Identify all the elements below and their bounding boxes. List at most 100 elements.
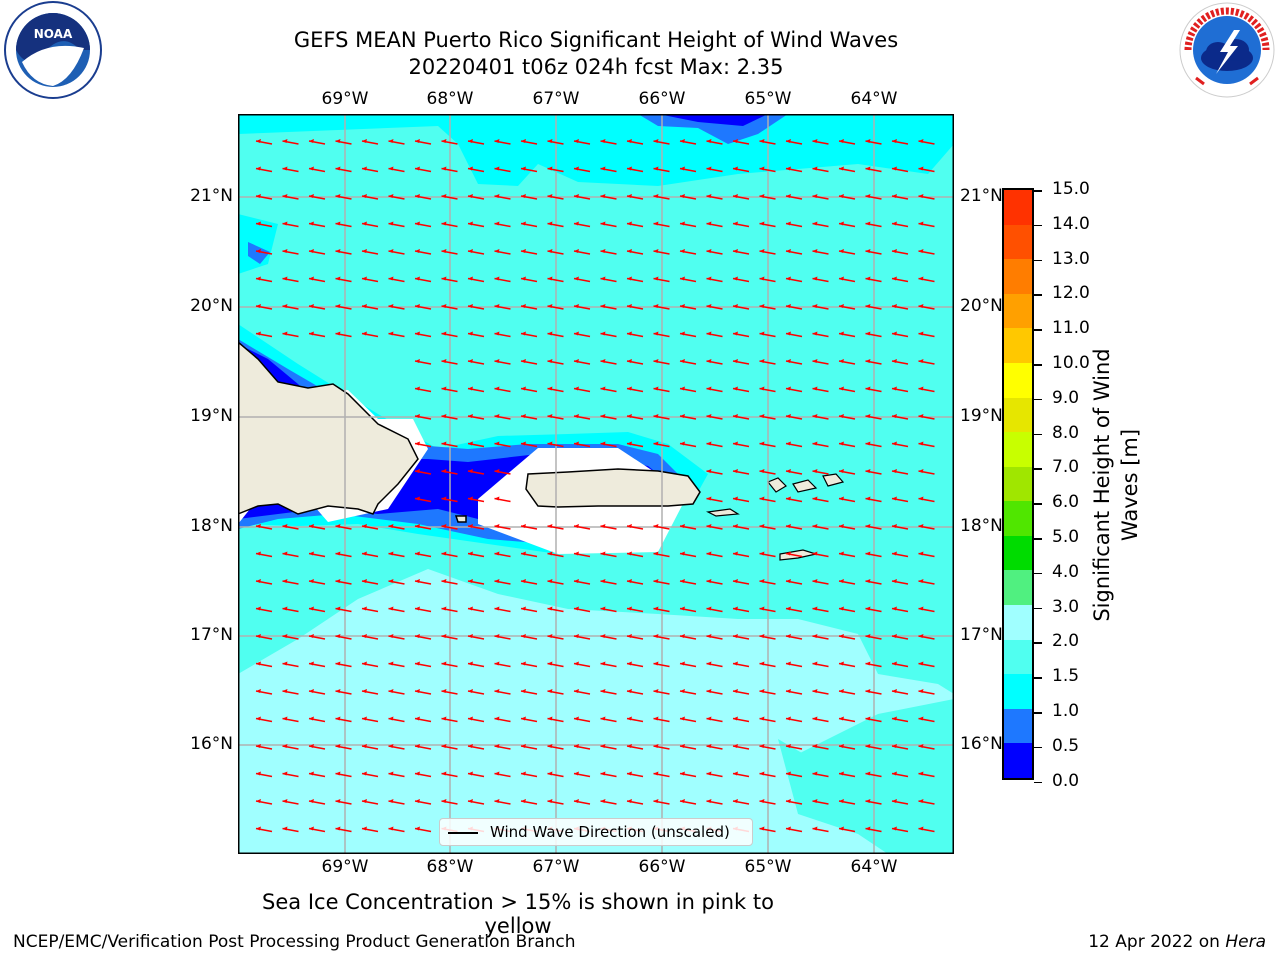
wind-arrow-head xyxy=(388,551,394,556)
wind-arrow-head xyxy=(892,469,897,473)
wind-arrow-head xyxy=(521,524,526,528)
wind-arrow-head xyxy=(256,249,261,253)
wind-arrow-head xyxy=(839,386,844,391)
wind-arrow-head xyxy=(600,524,606,528)
wind-arrow-head xyxy=(574,194,579,198)
lat-label-right-16n: 16°N xyxy=(960,734,1003,754)
wind-arrow-head xyxy=(706,771,712,776)
wind-arrow-head xyxy=(521,276,526,281)
legend-label: Wind Wave Direction (unscaled) xyxy=(490,823,730,841)
wind-arrow-head xyxy=(388,771,394,776)
wind-arrow-head xyxy=(786,194,791,198)
wind-arrow-head xyxy=(918,744,924,748)
wind-arrow-head xyxy=(865,551,871,556)
wind-arrow-head xyxy=(521,799,526,803)
colorbar-tick-mark xyxy=(1034,224,1042,227)
wind-arrow-head xyxy=(627,744,632,748)
lon-label-top-68w: 68°W xyxy=(426,89,474,109)
legend-line xyxy=(448,832,478,834)
wind-arrow-head xyxy=(918,496,924,501)
wind-arrow-head xyxy=(441,331,447,336)
wind-arrow-head xyxy=(653,359,659,363)
wind-arrow-head xyxy=(256,606,261,611)
wind-arrow-head xyxy=(441,524,447,528)
wind-arrow-head xyxy=(759,799,765,803)
wind-arrow-head xyxy=(574,771,579,776)
wind-arrow-head xyxy=(335,524,341,528)
wind-arrow-head xyxy=(388,249,394,253)
wind-arrow-head xyxy=(362,221,367,226)
land-mona xyxy=(454,515,467,523)
wind-arrow-head xyxy=(468,661,473,666)
wind-arrow-head xyxy=(335,661,341,666)
wind-arrow-head xyxy=(574,139,579,143)
wind-arrow-head xyxy=(309,689,314,693)
wind-arrow-head xyxy=(627,771,632,776)
wind-arrow-head xyxy=(839,744,844,748)
wind-arrow-head xyxy=(574,331,579,336)
wind-arrow-head xyxy=(574,799,579,803)
wind-arrow-head xyxy=(706,496,712,501)
wind-arrow-head xyxy=(627,166,632,171)
wind-arrow-head xyxy=(839,799,844,803)
wind-arrow-head xyxy=(521,221,526,226)
wind-arrow-head xyxy=(918,304,924,308)
wind-arrow-head xyxy=(786,744,791,748)
wind-arrow-head xyxy=(653,551,659,556)
wind-arrow-head xyxy=(362,194,367,198)
wind-arrow-head xyxy=(839,716,844,721)
wind-arrow-head xyxy=(865,606,871,611)
wind-arrow-head xyxy=(362,771,367,776)
wind-arrow-head xyxy=(892,716,897,721)
wind-arrow-head xyxy=(309,331,314,336)
noaa-logo: NOAA xyxy=(4,1,102,99)
wind-arrow-head xyxy=(441,441,447,446)
wind-arrow-head xyxy=(521,441,526,446)
wind-arrow-head xyxy=(574,221,579,226)
wind-arrow-head xyxy=(627,276,632,281)
wind-arrow-head xyxy=(627,359,632,363)
wind-arrow-head xyxy=(282,716,288,721)
wind-arrow-head xyxy=(653,441,659,446)
wind-arrow-head xyxy=(865,331,871,336)
wind-arrow-head xyxy=(282,551,288,556)
wind-arrow-head xyxy=(468,194,473,198)
wind-arrow-head xyxy=(362,524,367,528)
wind-arrow-head xyxy=(335,689,341,693)
wind-arrow-head xyxy=(388,689,394,693)
wind-arrow-head xyxy=(706,414,712,418)
wind-arrow-head xyxy=(441,359,447,363)
wind-arrow-head xyxy=(786,359,791,363)
wind-arrow-head xyxy=(759,304,765,308)
wind-arrow-head xyxy=(733,469,738,473)
wind-arrow-head xyxy=(547,634,553,638)
colorbar-tick-mark xyxy=(1034,746,1042,749)
wind-arrow-head xyxy=(706,441,712,446)
wind-arrow-head xyxy=(574,716,579,721)
wind-arrow-head xyxy=(653,661,659,666)
wind-arrow-head xyxy=(574,441,579,446)
wind-arrow-head xyxy=(441,276,447,281)
wind-arrow-head xyxy=(812,744,818,748)
wind-arrow-head xyxy=(733,166,738,171)
wind-arrow-head xyxy=(918,331,924,336)
wind-arrow-head xyxy=(786,771,791,776)
colorbar-tick-label: 0.0 xyxy=(1052,770,1080,791)
wind-arrow-head xyxy=(706,249,712,253)
wind-arrow-head xyxy=(309,799,314,803)
colorbar-tick-mark xyxy=(1034,607,1042,610)
wind-arrow-head xyxy=(759,524,765,528)
wind-arrow-head xyxy=(388,579,394,583)
colorbar-tick-mark xyxy=(1034,398,1042,401)
wind-arrow-head xyxy=(600,634,606,638)
wind-arrow-head xyxy=(521,661,526,666)
wind-arrow-head xyxy=(865,276,871,281)
wind-arrow-head xyxy=(415,276,420,281)
wind-arrow-head xyxy=(309,166,314,171)
wind-arrow-head xyxy=(680,689,685,693)
colorbar-segment xyxy=(1004,673,1032,709)
colorbar-tick-label: 1.5 xyxy=(1052,666,1080,687)
wind-arrow-head xyxy=(600,139,606,143)
wind-arrow-head xyxy=(839,359,844,363)
wind-arrow-head xyxy=(494,496,500,501)
